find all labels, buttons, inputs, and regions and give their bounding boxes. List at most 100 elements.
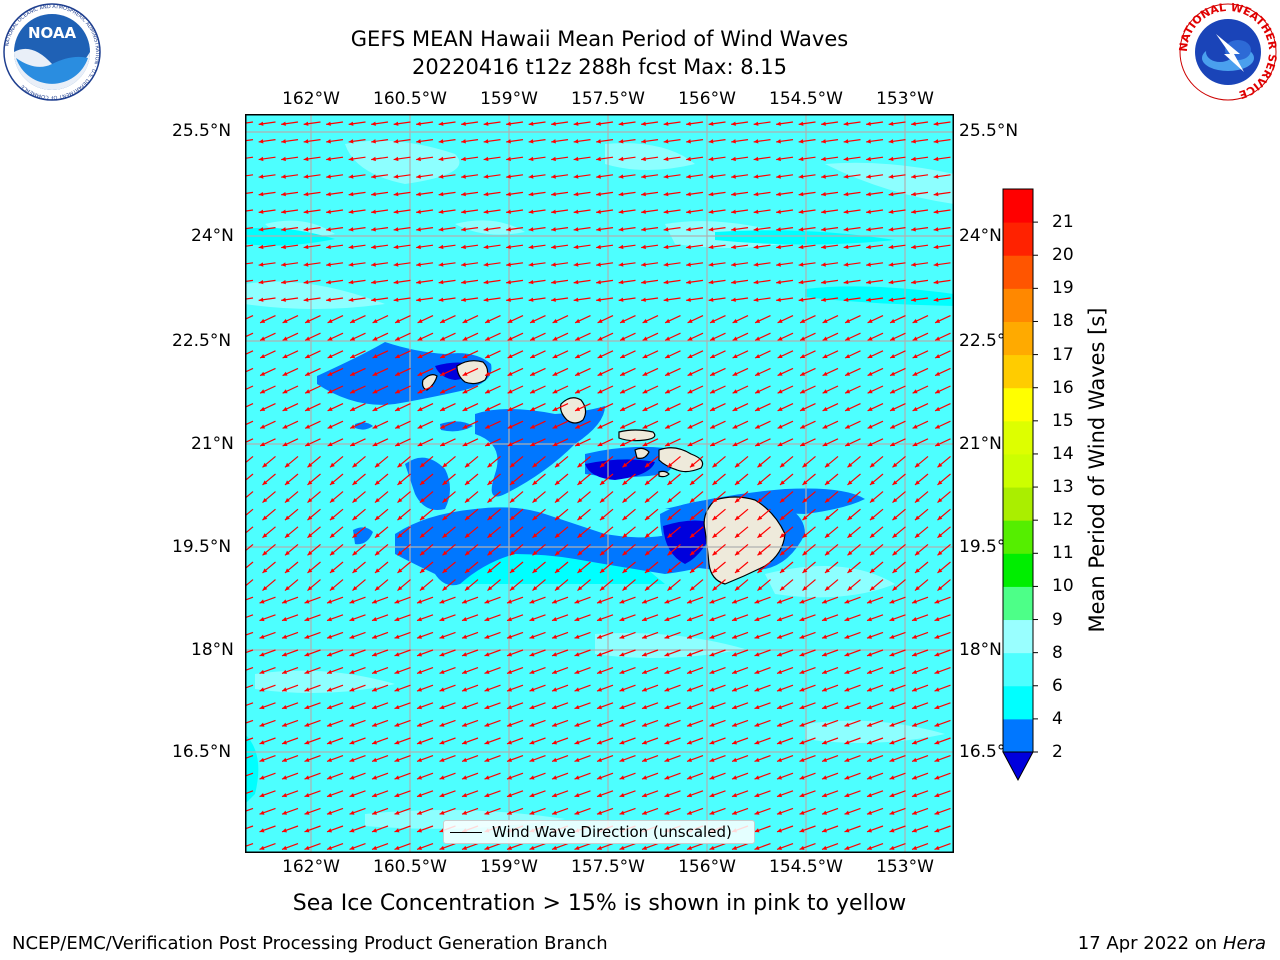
direction-arrowhead	[506, 121, 511, 126]
direction-arrowhead	[912, 669, 917, 674]
direction-arrowhead	[664, 740, 670, 745]
direction-arrowhead	[440, 389, 446, 394]
direction-arrowhead	[667, 550, 673, 556]
direction-arrow	[245, 121, 254, 124]
direction-arrowhead	[889, 828, 895, 833]
direction-arrowhead	[889, 845, 895, 850]
direction-arrowhead	[708, 174, 714, 179]
direction-arrowhead	[506, 297, 511, 302]
direction-arrowhead	[642, 389, 648, 394]
direction-arrowhead	[687, 442, 693, 447]
direction-arrowhead	[686, 279, 691, 285]
direction-arrowhead	[462, 599, 467, 604]
direction-arrowhead	[462, 406, 468, 411]
direction-arrowhead	[487, 480, 493, 485]
direction-arrowhead	[529, 722, 535, 727]
direction-arrowhead	[642, 845, 647, 850]
colorbar-tick-label: 6	[1052, 675, 1063, 696]
direction-arrowhead	[802, 497, 808, 503]
direction-arrowhead	[485, 354, 491, 359]
direction-arrowhead	[394, 757, 400, 762]
direction-arrowhead	[822, 406, 828, 411]
direction-arrowhead	[484, 722, 490, 727]
direction-arrowhead	[914, 515, 920, 521]
lat-label-left: 24°N	[191, 226, 234, 246]
direction-arrowhead	[822, 757, 827, 762]
direction-arrowhead	[731, 244, 736, 250]
direction-arrowhead	[754, 845, 760, 850]
direction-arrowhead	[419, 568, 425, 573]
direction-arrowhead	[350, 424, 356, 429]
direction-arrowhead	[393, 244, 399, 250]
direction-arrowhead	[372, 617, 377, 622]
direction-arrowhead	[597, 669, 602, 674]
direction-arrowhead	[866, 121, 871, 126]
direction-arrowhead	[439, 722, 445, 727]
direction-arrowhead	[935, 336, 941, 341]
direction-arrowhead	[532, 533, 538, 538]
direction-arrowhead	[417, 617, 422, 622]
direction-arrowhead	[732, 354, 738, 359]
direction-arrowhead	[757, 515, 763, 521]
direction-arrowhead	[577, 550, 583, 556]
direction-arrowhead	[709, 845, 715, 850]
direction-arrowhead	[912, 652, 917, 657]
direction-arrowhead	[259, 740, 265, 745]
direction-arrowhead	[644, 515, 650, 521]
direction-arrowhead	[528, 279, 534, 285]
colorbar-tick-label: 13	[1052, 477, 1074, 498]
colorbar-bin	[1003, 487, 1033, 521]
direction-arrowhead	[935, 389, 941, 394]
direction-arrowhead	[284, 533, 290, 538]
lon-label-top: 153°W	[876, 89, 934, 109]
lat-label-right: 18°N	[959, 640, 1002, 660]
direction-arrowhead	[304, 757, 310, 762]
direction-arrowhead	[800, 318, 806, 323]
direction-arrowhead	[821, 209, 826, 214]
colorbar-bin	[1003, 321, 1033, 356]
direction-arrowhead	[709, 599, 715, 604]
direction-arrowhead	[461, 227, 466, 232]
direction-arrowhead	[348, 209, 354, 214]
direction-arrowhead	[282, 793, 287, 798]
direction-arrowhead	[552, 669, 557, 674]
direction-arrowhead	[663, 121, 669, 126]
direction-arrowhead	[845, 406, 851, 411]
direction-arrowhead	[439, 652, 445, 657]
lanai	[634, 447, 650, 459]
direction-arrowhead	[869, 480, 875, 485]
direction-arrowhead	[642, 775, 647, 780]
direction-arrowhead	[551, 156, 556, 162]
direction-arrowhead	[847, 533, 853, 538]
direction-arrowhead	[528, 121, 534, 126]
direction-arrowhead	[597, 722, 602, 727]
direction-arrowhead	[843, 297, 849, 302]
direction-arrowhead	[284, 585, 290, 591]
direction-arrowhead	[709, 740, 715, 745]
direction-arrowhead	[689, 533, 695, 538]
direction-arrowhead	[642, 336, 648, 341]
direction-arrowhead	[798, 227, 804, 232]
direction-arrowhead	[394, 617, 400, 622]
direction-arrowhead	[889, 810, 895, 815]
direction-arrowhead	[933, 227, 939, 232]
direction-arrowhead	[393, 156, 399, 162]
direction-arrowhead	[843, 174, 849, 179]
direction-arrowhead	[642, 740, 647, 745]
direction-arrowhead	[326, 227, 331, 232]
direction-arrowhead	[417, 845, 422, 850]
direction-arrowhead	[528, 262, 534, 267]
direction-arrowhead	[352, 497, 358, 503]
direction-arrowhead	[303, 191, 309, 197]
direction-arrowhead	[262, 533, 268, 538]
direction-arrowhead	[462, 371, 468, 376]
direction-arrowhead	[867, 406, 873, 411]
direction-arrowhead	[485, 442, 491, 447]
direction-arrowhead	[417, 599, 422, 604]
direction-arrowhead	[597, 371, 603, 376]
direction-arrowhead	[327, 336, 333, 341]
direction-arrowhead	[777, 669, 782, 674]
direction-arrowhead	[419, 515, 425, 521]
direction-arrowhead	[755, 406, 761, 411]
direction-arrowhead	[326, 174, 331, 179]
